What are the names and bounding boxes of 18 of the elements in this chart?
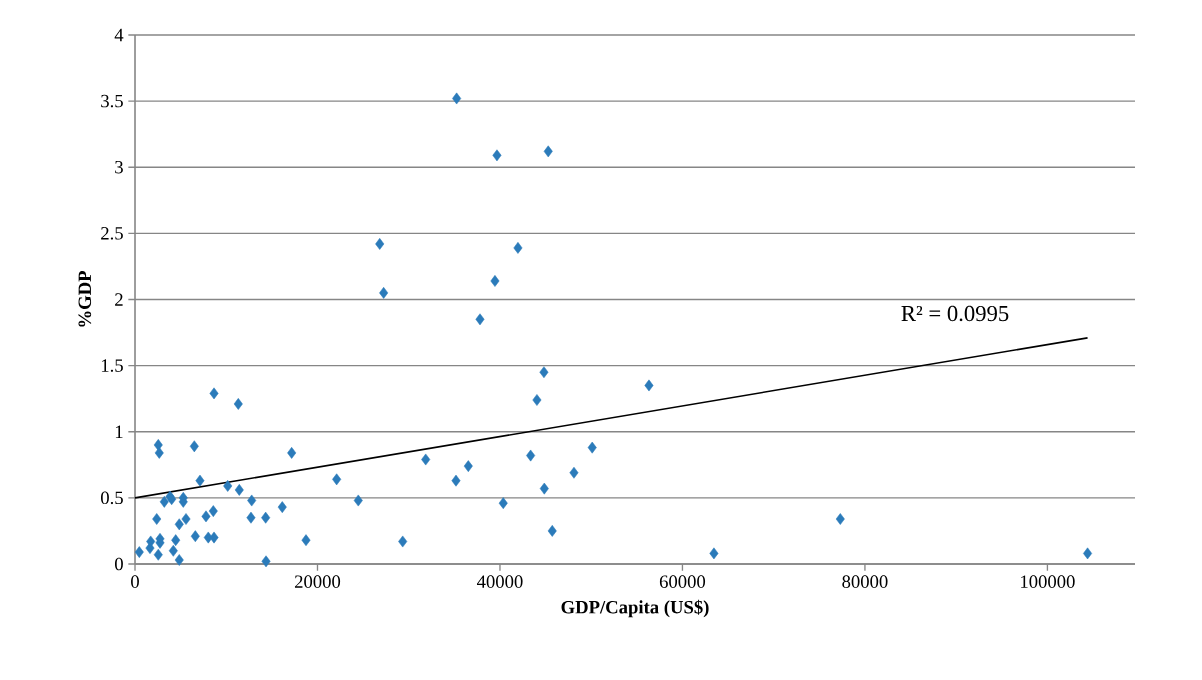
y-tick-label: 3 (115, 160, 123, 174)
y-axis-title: %GDP (78, 270, 92, 327)
y-tick-label: 0.5 (101, 491, 123, 505)
x-tick-label: 100000 (1021, 575, 1075, 588)
y-tick-label: 0 (115, 557, 123, 571)
annotation: R² = 0.0995 (901, 305, 1009, 322)
y-tick-label: 3.5 (101, 94, 123, 108)
x-tick-label: 20000 (294, 575, 341, 588)
y-tick-label: 4 (114, 28, 124, 42)
y-tick-label: 2.5 (101, 227, 123, 240)
x-tick-label: 0 (131, 575, 139, 588)
x-tick-label: 40000 (476, 575, 523, 588)
y-tick-label: 2 (115, 293, 123, 306)
x-tick-label: 60000 (659, 575, 706, 588)
x-axis-title: GDP/Capita (US$) (561, 599, 709, 618)
x-tick-label: 80000 (842, 575, 888, 588)
y-tick-label: 1.5 (101, 359, 123, 372)
y-tick-label: 1 (115, 425, 123, 438)
